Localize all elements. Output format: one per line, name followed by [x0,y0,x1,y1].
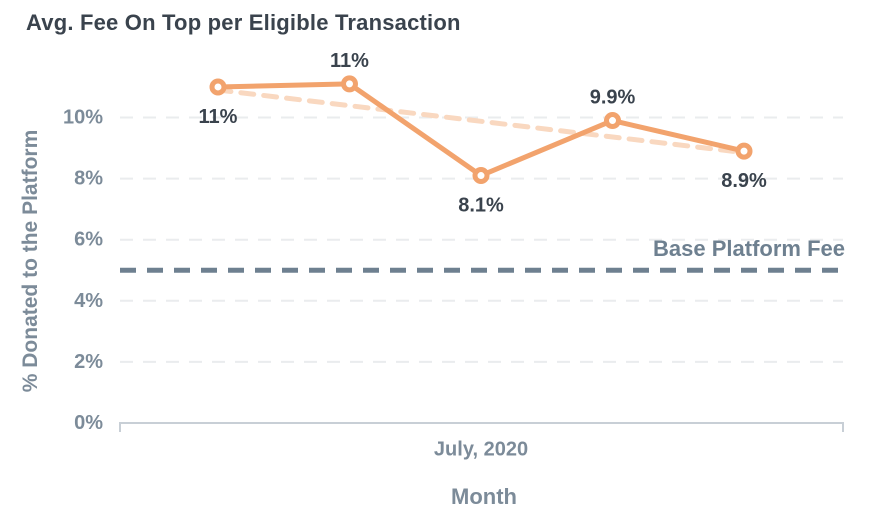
data-point-label: 11% [330,50,369,72]
data-point-marker [735,142,753,160]
y-tick-label: 2% [74,351,103,373]
y-tick-label: 10% [63,107,103,129]
x-axis-title: Month [451,484,517,509]
x-axis-line [119,422,844,432]
y-tick-label: 4% [74,290,103,312]
data-point-marker [472,167,490,185]
data-point-label: 8.1% [458,195,504,217]
data-point-marker [341,75,358,93]
base-platform-fee-label: Base Platform Fee [653,236,845,261]
y-tick-label: 0% [74,412,103,434]
y-tick-label: 8% [74,168,103,190]
x-tick-label: July, 2020 [433,438,529,461]
trend-line [215,87,747,156]
data-point-marker [604,112,621,130]
y-axis-title: % Donated to the Platform [19,129,42,393]
chart-title: Avg. Fee On Top per Eligible Transaction [26,10,461,35]
data-point-label: 9.9% [590,87,636,109]
data-point-label: 8.9% [721,170,767,192]
data-point-label: 11% [199,106,238,128]
data-point-marker [209,78,227,96]
y-tick-label: 6% [74,229,103,251]
